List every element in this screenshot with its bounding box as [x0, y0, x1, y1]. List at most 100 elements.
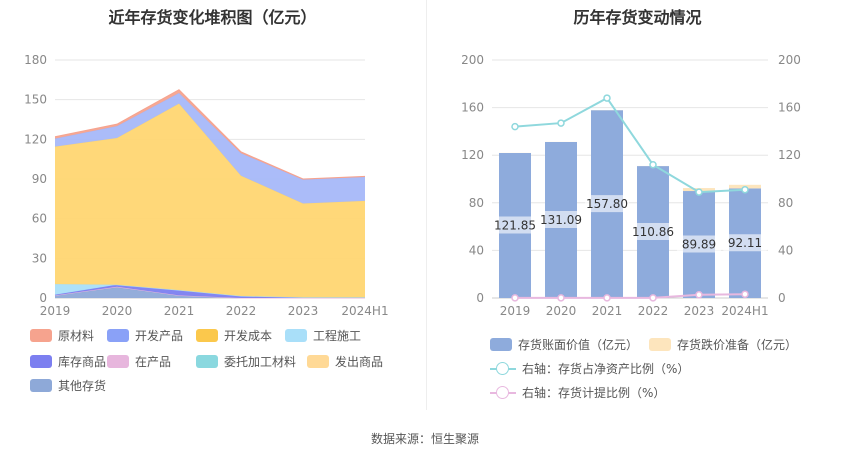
left-x-tick-label: 2019 [40, 304, 71, 318]
legend-item[interactable]: 存货账面价值（亿元） [490, 336, 638, 353]
right-point-provision-ratio [557, 294, 565, 302]
right-y2-tick-label: 120 [778, 148, 801, 162]
right-point-ratio-net-assets [649, 160, 657, 169]
legend-item[interactable]: 发出商品 [307, 353, 383, 370]
legend-item[interactable]: 工程施工 [285, 327, 361, 344]
left-area-edge-工程施工 [54, 283, 365, 298]
left-x-tick-label: 2024H1 [341, 304, 388, 318]
right-x-tick-label: 2023 [684, 304, 715, 318]
right-line-provision-ratio [515, 293, 746, 299]
right-bar-value-label: 89.89 [682, 238, 716, 252]
right-y-tick-label: 0 [476, 291, 484, 305]
left-chart-title: 近年存货变化堆积图（亿元） [108, 8, 317, 27]
legend-item[interactable]: 开发产品 [107, 327, 183, 344]
chart-divider [426, 0, 427, 410]
right-x-tick-label: 2019 [500, 304, 531, 318]
right-y2-tick-label: 80 [778, 196, 793, 210]
legend-label: 开发产品 [135, 329, 184, 343]
right-y2-tick-label: 40 [778, 243, 793, 257]
left-x-tick-label: 2023 [288, 304, 319, 318]
legend-label: 右轴：存货占净资产比例（%） [522, 362, 690, 376]
legend-swatch [30, 355, 52, 368]
legend-swatch [307, 355, 329, 368]
left-y-tick-label: 60 [32, 212, 47, 226]
legend-swatch [30, 329, 52, 342]
right-point-ratio-net-assets [557, 119, 565, 127]
legend-swatch [649, 338, 671, 351]
right-bar-value-label: 131.09 [540, 213, 582, 227]
legend-swatch [196, 355, 218, 368]
legend-item[interactable]: 原材料 [30, 327, 94, 344]
legend-item[interactable]: 存货跌价准备（亿元） [649, 336, 797, 353]
right-bar-value-label: 157.80 [586, 197, 628, 211]
left-y-tick-label: 90 [32, 172, 47, 186]
right-y-tick-label: 200 [461, 53, 484, 67]
legend-swatch [196, 329, 218, 342]
legend-swatch [285, 329, 307, 342]
left-x-tick-label: 2022 [226, 304, 257, 318]
data-source-note: 数据来源：恒生聚源 [370, 432, 479, 446]
right-point-provision-ratio [603, 294, 611, 302]
left-y-tick-label: 30 [32, 251, 47, 265]
right-bar-value-label: 92.11 [728, 236, 762, 250]
right-x-tick-label: 2020 [546, 304, 577, 318]
legend-item[interactable]: 其他存货 [30, 377, 106, 394]
right-point-ratio-net-assets [511, 122, 519, 131]
right-bar-value-label: 121.85 [494, 218, 536, 232]
legend-label: 发出商品 [335, 355, 384, 369]
right-bar-label-bg [723, 234, 767, 252]
right-point-provision-ratio [695, 291, 703, 299]
legend-swatch [490, 385, 516, 400]
left-area-其他存货 [55, 287, 365, 298]
right-point-provision-ratio [511, 294, 519, 302]
right-bar-label-bg [631, 223, 675, 241]
legend-swatch [107, 355, 129, 368]
legend-item[interactable]: 库存商品 [30, 353, 106, 370]
legend-swatch [490, 361, 516, 376]
left-y-tick-label: 150 [24, 93, 47, 107]
legend-label: 开发成本 [224, 329, 273, 343]
right-bar-label-bg [493, 216, 537, 234]
right-bar-label-bg [585, 195, 629, 213]
left-y-tick-label: 0 [39, 291, 47, 305]
right-bar-value-label: 110.86 [632, 225, 674, 239]
right-x-tick-label: 2022 [638, 304, 669, 318]
right-point-provision-ratio [649, 294, 657, 302]
right-y-tick-label: 120 [461, 148, 484, 162]
right-x-tick-label: 2021 [592, 304, 623, 318]
right-y2-tick-label: 0 [778, 291, 786, 305]
legend-label: 其他存货 [58, 379, 107, 393]
right-y-tick-label: 40 [469, 243, 484, 257]
legend-swatch [490, 338, 512, 351]
legend-item[interactable]: 在产品 [107, 353, 171, 370]
right-bar-label-bg [677, 235, 721, 253]
legend-swatch [107, 329, 129, 342]
legend-label: 在产品 [135, 355, 172, 369]
right-chart-title: 历年存货变动情况 [573, 8, 702, 27]
legend-label: 工程施工 [313, 329, 362, 343]
right-y2-tick-label: 200 [778, 53, 801, 67]
legend-label: 存货账面价值（亿元） [518, 338, 639, 352]
right-point-ratio-net-assets [603, 94, 611, 102]
legend-item[interactable]: 委托加工材料 [196, 353, 296, 370]
right-bar-label-bg [539, 211, 583, 229]
legend-label: 原材料 [58, 329, 95, 343]
right-line-ratio-net-assets [514, 96, 746, 194]
left-x-tick-label: 2021 [164, 304, 195, 318]
right-y2-tick-label: 160 [778, 101, 801, 115]
legend-item[interactable]: 右轴：存货占净资产比例（%） [490, 360, 689, 377]
legend-swatch [30, 379, 52, 392]
right-y-tick-label: 160 [461, 101, 484, 115]
right-y-tick-label: 80 [469, 196, 484, 210]
left-area-edge-原材料 [54, 89, 366, 180]
legend-label: 存货跌价准备（亿元） [677, 338, 798, 352]
legend-item[interactable]: 开发成本 [196, 327, 272, 344]
legend-item[interactable]: 右轴：存货计提比例（%） [490, 384, 665, 401]
left-area-开发成本 [55, 103, 365, 298]
legend-label: 委托加工材料 [224, 355, 297, 369]
left-area-工程施工 [55, 284, 365, 298]
legend-label: 库存商品 [58, 355, 107, 369]
left-area-开发产品 [55, 93, 365, 204]
left-area-库存商品 [55, 284, 365, 298]
